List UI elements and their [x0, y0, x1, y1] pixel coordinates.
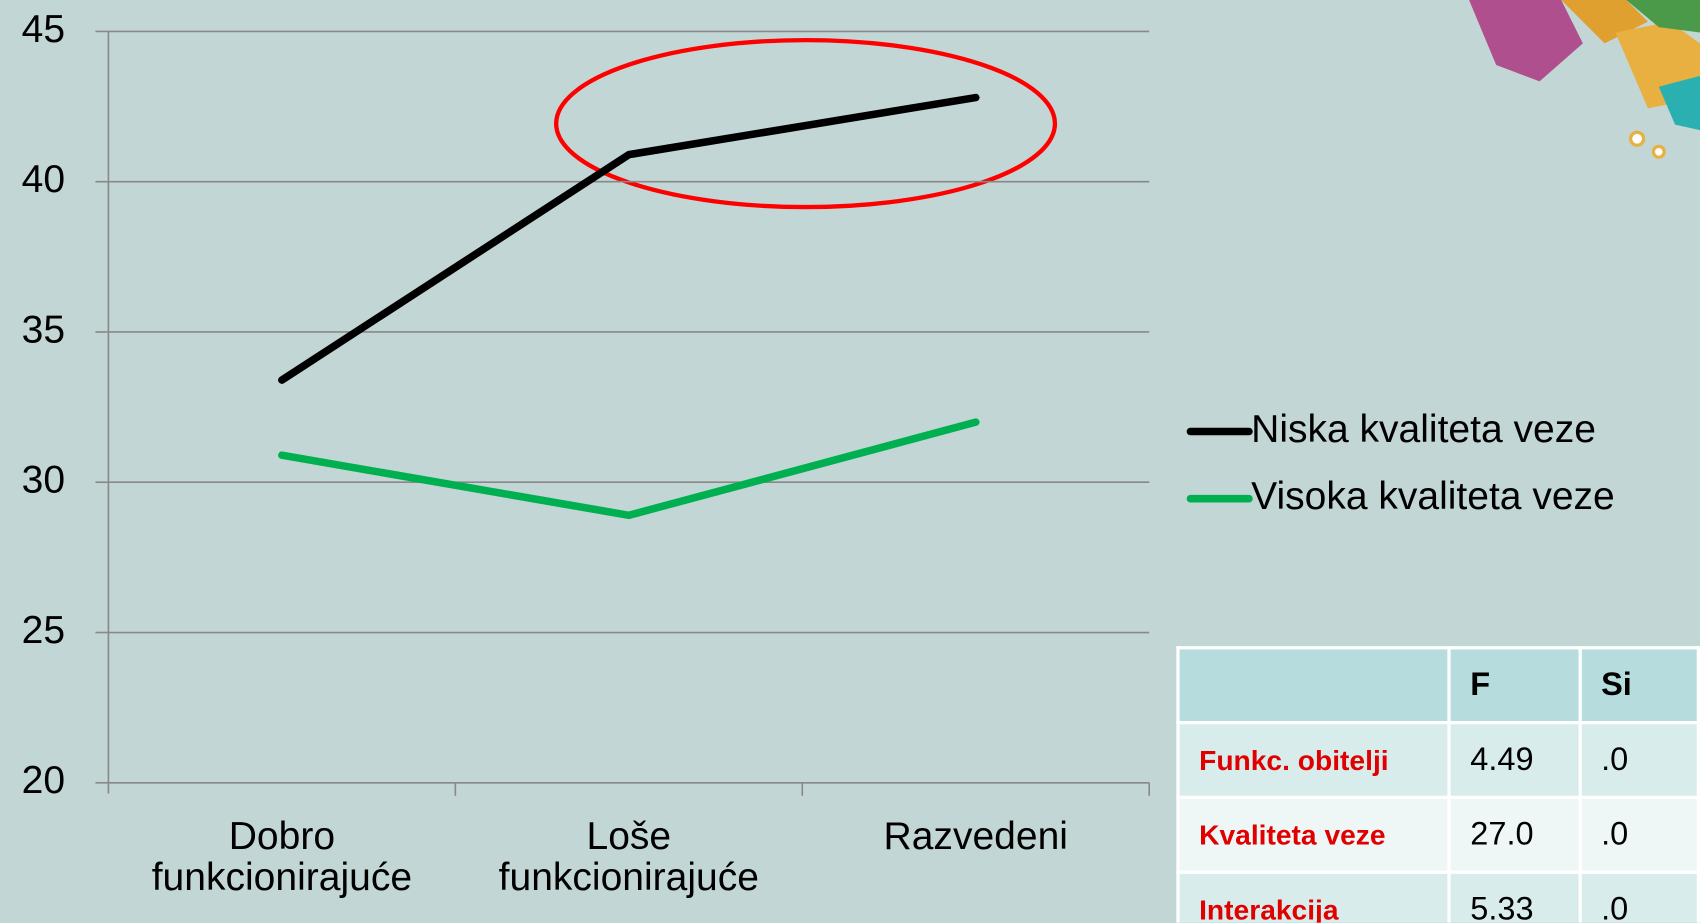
header-cell: Si — [1580, 648, 1698, 723]
x-tick-label: Loše funkcionirajuće — [455, 815, 802, 897]
y-tick-label: 30 — [22, 459, 65, 502]
table-header: F Si — [1178, 648, 1698, 723]
table-cell: .0 — [1580, 872, 1698, 922]
x-tick-label-box: Razvedeni — [802, 815, 1149, 922]
x-tick-label-box: Dobro funkcionirajuće — [108, 815, 455, 922]
series-line — [282, 422, 976, 515]
row-header: Funkc. obitelji — [1178, 723, 1449, 798]
series-line — [282, 98, 976, 381]
table-cell: .0 — [1580, 797, 1698, 872]
y-tick-label: 20 — [22, 759, 65, 802]
x-tick-label: Dobro funkcionirajuće — [108, 815, 455, 897]
row-header: Interakcija — [1178, 872, 1449, 922]
legend-label: Visoka kvaliteta veze — [1251, 475, 1615, 518]
y-tick-label: 45 — [22, 8, 65, 51]
x-tick-label: Razvedeni — [802, 815, 1149, 856]
y-tick-label: 40 — [22, 158, 65, 201]
row-header: Kvaliteta veze — [1178, 797, 1449, 872]
table-cell: .0 — [1580, 723, 1698, 798]
y-tick-label: 25 — [22, 609, 65, 652]
header-cell: F — [1449, 648, 1580, 723]
table-cell: 4.49 — [1449, 723, 1580, 798]
legend-label: Niska kvaliteta veze — [1251, 408, 1596, 451]
x-tick-label-box: Loše funkcionirajuće — [455, 815, 802, 922]
slide: 20 25 30 35 40 45 Dobro funkcionirajućeLoše fu… — [0, 0, 1700, 923]
table-cell: 27.0 — [1449, 797, 1580, 872]
decoration — [1469, 0, 1700, 157]
y-tick-label: 35 — [22, 308, 65, 351]
x-tick-marks — [455, 783, 1149, 796]
table-cell: 5.33 — [1449, 872, 1580, 922]
header-cell — [1178, 648, 1449, 723]
